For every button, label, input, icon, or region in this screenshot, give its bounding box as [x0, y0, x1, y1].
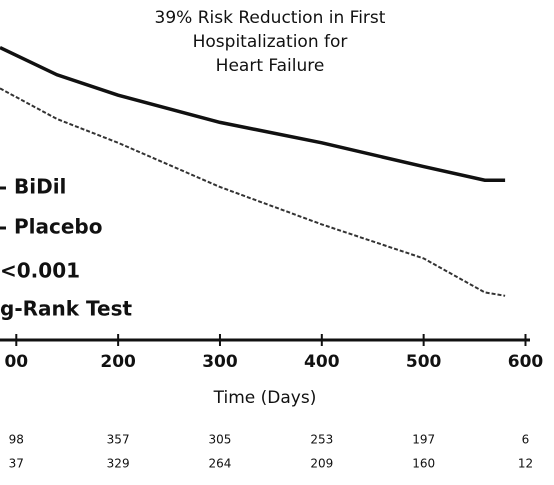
annotation: <0.001: [0, 259, 80, 283]
at-risk-count: 197: [412, 433, 435, 447]
at-risk-count: 6: [522, 433, 530, 447]
annotation: g-Rank Test: [0, 297, 132, 321]
at-risk-count: 98: [9, 433, 24, 447]
legend-label: BiDil: [14, 175, 66, 199]
chart-title: Heart Failure: [216, 56, 325, 76]
series-line: [0, 87, 506, 297]
x-axis-label: Time (Days): [213, 388, 317, 408]
at-risk-count: 209: [310, 457, 333, 471]
at-risk-count: 305: [209, 433, 232, 447]
legend-label: Placebo: [14, 215, 103, 239]
at-risk-count: 253: [310, 433, 333, 447]
chart-title: 39% Risk Reduction in First: [155, 8, 386, 28]
at-risk-count: 12: [518, 457, 533, 471]
at-risk-count: 357: [107, 433, 130, 447]
chart-title: Hospitalization for: [193, 32, 348, 52]
at-risk-count: 160: [412, 457, 435, 471]
x-tick-label: 200: [100, 352, 136, 372]
x-tick-label: 500: [406, 352, 442, 372]
at-risk-count: 37: [9, 457, 24, 471]
at-risk-count: 264: [209, 457, 232, 471]
x-tick-label: 00: [4, 352, 28, 372]
x-tick-label: 300: [202, 352, 238, 372]
at-risk-count: 329: [107, 457, 130, 471]
x-tick-label: 400: [304, 352, 340, 372]
series-line: [0, 46, 506, 182]
x-tick-label: 600: [508, 352, 544, 372]
